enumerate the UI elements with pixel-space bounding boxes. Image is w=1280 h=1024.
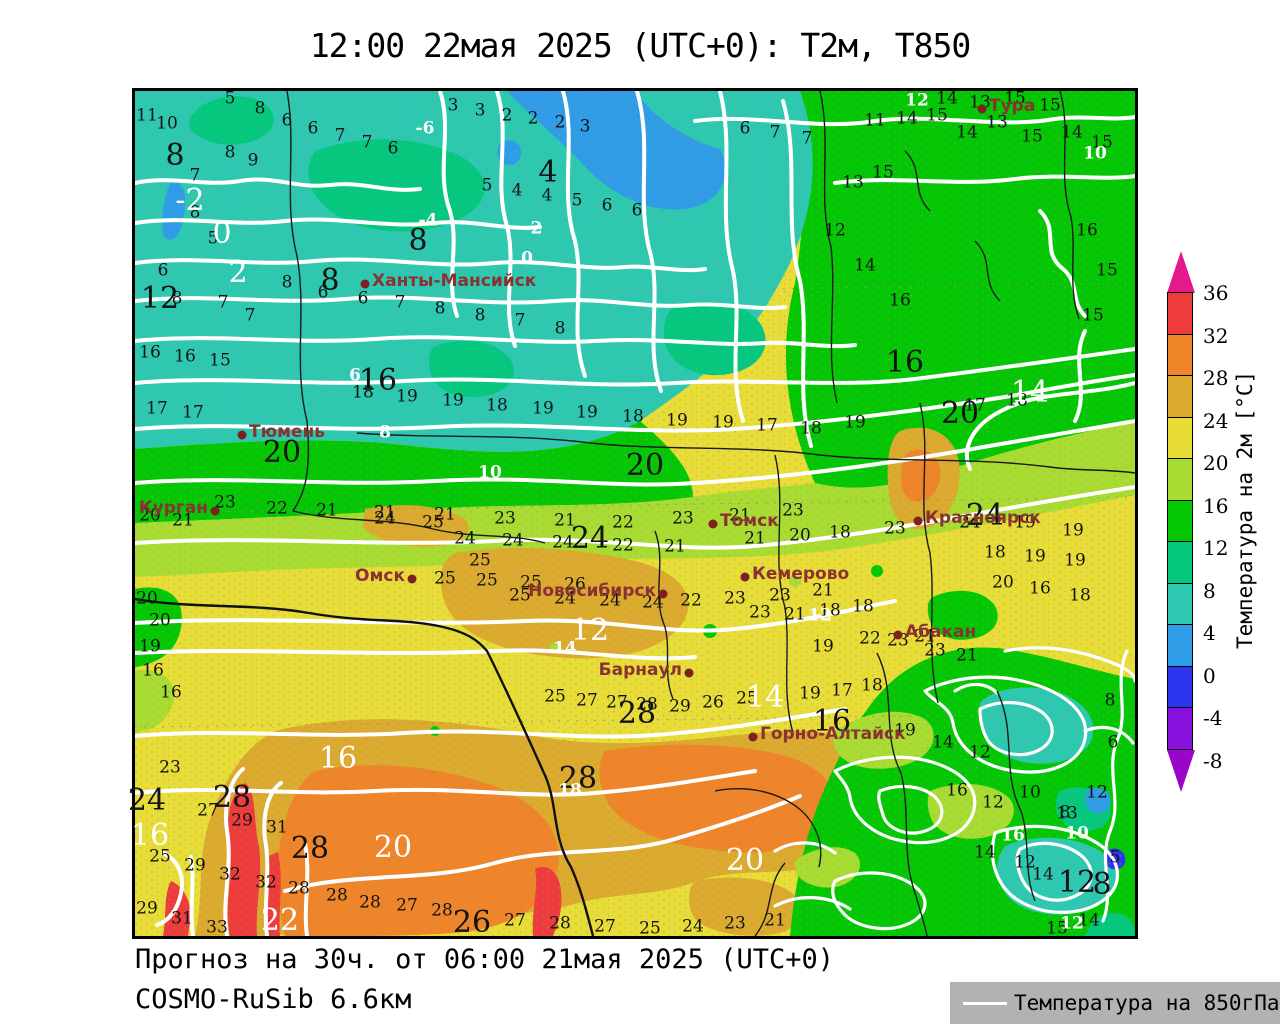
colorbar-axis-label: Температура на 2м [°C] bbox=[1233, 370, 1257, 650]
state-border-bold bbox=[135, 597, 595, 936]
contour-line-sample bbox=[963, 1001, 1007, 1005]
colorbar-tick-label: 28 bbox=[1203, 366, 1229, 390]
colorbar-segment bbox=[1167, 665, 1193, 708]
colorbar-segment bbox=[1167, 416, 1193, 459]
colorbar-tick-label: 12 bbox=[1203, 536, 1229, 560]
colorbar-segment bbox=[1167, 707, 1193, 750]
map-area: 11 10 5 8 6 6 7 7 6 7 8 9 8 6 5 8 7 7 8 6 6 7 8 8 7 8 3 3 2 2 2 3 5 4 4 5 6 6… bbox=[128, 88, 1138, 939]
page-title: 12:00 22мая 2025 (UTC+0): Т2м, Т850 bbox=[309, 26, 971, 65]
colorbar-arrow-top bbox=[1167, 251, 1195, 293]
colorbar: 36 32 28 24 20 16 12 8 4 0 -4 -8 bbox=[1167, 251, 1247, 792]
t850-contours bbox=[135, 91, 1135, 936]
admin-boundaries bbox=[286, 91, 1135, 936]
forecast-caption: Прогноз на 30ч. от 06:00 21мая 2025 (UTC… bbox=[135, 944, 834, 975]
colorbar-tick-label: -4 bbox=[1203, 706, 1223, 730]
colorbar-tick-label: 16 bbox=[1203, 493, 1229, 518]
colorbar-tick-label: -8 bbox=[1203, 748, 1223, 773]
colorbar-tick-label: 20 bbox=[1203, 451, 1229, 475]
colorbar-segment bbox=[1167, 499, 1193, 542]
contour-legend-label: Температура на 850гПа bbox=[1014, 991, 1280, 1015]
colorbar-arrow-bottom bbox=[1167, 749, 1195, 792]
colorbar-segment bbox=[1167, 375, 1193, 418]
temperature-map-svg bbox=[135, 91, 1135, 936]
colorbar-tick-label: 8 bbox=[1203, 578, 1216, 603]
colorbar-segment bbox=[1167, 458, 1193, 501]
model-caption: COSMO-RuSib 6.6км bbox=[135, 984, 412, 1015]
colorbar-segment bbox=[1167, 541, 1193, 584]
colorbar-tick-label: 0 bbox=[1203, 663, 1216, 688]
colorbar-tick-label: 32 bbox=[1203, 323, 1229, 348]
contour-legend: Температура на 850гПа bbox=[950, 982, 1280, 1024]
colorbar-segment bbox=[1167, 624, 1193, 667]
colorbar-segment bbox=[1167, 292, 1193, 335]
colorbar-tick-label: 24 bbox=[1203, 408, 1229, 433]
colorbar-tick-label: 36 bbox=[1203, 281, 1229, 305]
colorbar-segment bbox=[1167, 582, 1193, 625]
colorbar-tick-label: 4 bbox=[1203, 621, 1216, 645]
t850-contours-mountain-cluster bbox=[773, 646, 1135, 931]
colorbar-segment bbox=[1167, 333, 1193, 376]
